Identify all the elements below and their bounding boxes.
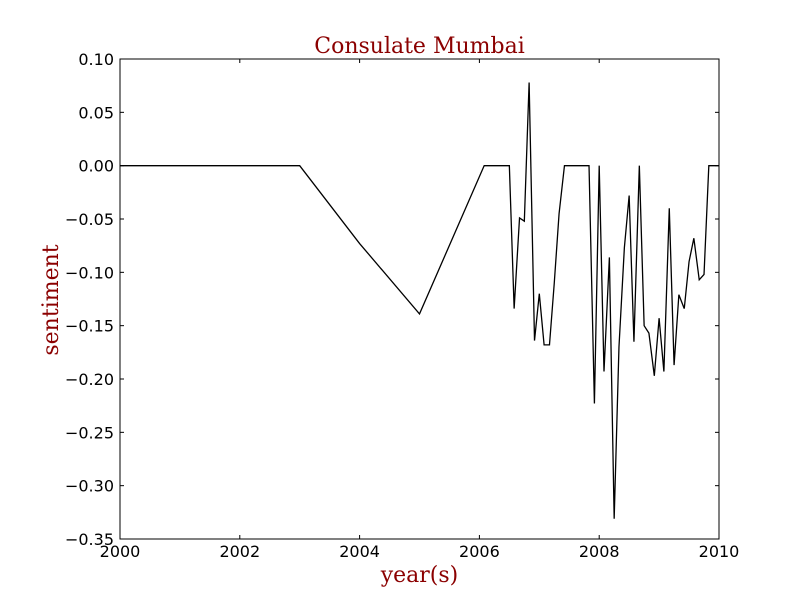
y-tick-label: −0.25 [65,423,114,442]
y-tick-label: 0.00 [78,157,114,176]
x-tick-label: 2006 [459,542,500,561]
x-tick-label: 2010 [699,542,740,561]
series-layer [120,82,719,519]
y-tick-label: −0.30 [65,477,114,496]
x-tick-label: 2004 [339,542,380,561]
y-tick-label: −0.10 [65,263,114,282]
plot-frame [119,58,720,540]
y-tick-label: −0.15 [65,317,114,336]
x-tick-label: 2002 [219,542,260,561]
y-tick-label: 0.10 [78,50,114,69]
y-tick-label: −0.05 [65,210,114,229]
y-axis-label: sentiment [39,244,64,355]
ticks-layer: 2000 2002 2004 2006 2008 2010 0.10 0.05 0.00 −0.0… [65,50,739,561]
chart-title: Consulate Mumbai [314,34,525,59]
x-tick-label: 2008 [579,542,620,561]
x-axis-label: year(s) [380,563,459,588]
x-tick-label: 2000 [100,542,141,561]
series-line [120,82,719,519]
y-tick-label: −0.20 [65,370,114,389]
y-tick-label: −0.35 [65,530,114,549]
y-tick-label: 0.05 [78,103,114,122]
